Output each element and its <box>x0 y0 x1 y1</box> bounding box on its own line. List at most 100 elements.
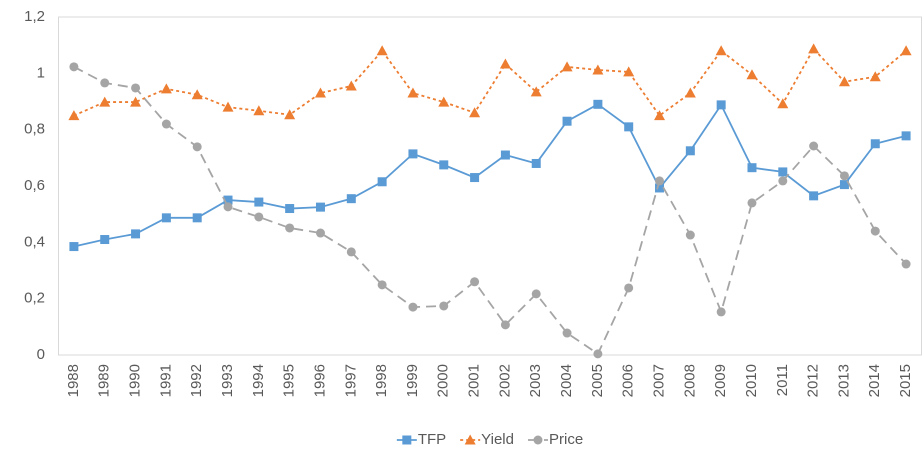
x-tick-label: 1995 <box>281 364 298 397</box>
x-tick-label: 2008 <box>681 364 698 397</box>
data-point <box>222 101 234 112</box>
data-point <box>746 69 758 80</box>
x-tick-label: 1998 <box>373 364 390 397</box>
data-point <box>439 301 449 311</box>
x-tick-label: 1997 <box>342 364 359 397</box>
data-point <box>439 160 449 170</box>
data-point <box>223 202 233 212</box>
data-point <box>192 142 202 152</box>
y-tick-label: 0 <box>37 346 45 363</box>
data-point <box>131 229 141 239</box>
data-point <box>345 80 357 91</box>
series-line <box>73 103 907 248</box>
x-tick-label: 1999 <box>404 364 421 397</box>
data-point <box>869 71 881 82</box>
data-point <box>839 171 849 181</box>
x-tick-label: 1996 <box>311 364 328 397</box>
data-point <box>315 202 325 212</box>
data-point <box>100 235 110 245</box>
data-point <box>685 146 695 156</box>
data-point <box>685 230 695 240</box>
data-point <box>346 194 356 204</box>
legend-marker <box>533 435 543 445</box>
x-tick-label: 1988 <box>65 364 82 397</box>
data-point <box>778 167 788 177</box>
data-point <box>809 191 819 201</box>
data-point <box>778 176 788 186</box>
data-point <box>530 86 542 97</box>
data-point <box>161 213 171 223</box>
data-point <box>376 45 388 56</box>
data-point <box>838 76 850 87</box>
x-tick-label: 2011 <box>774 364 791 396</box>
x-tick-label: 2012 <box>805 364 822 397</box>
data-point <box>346 247 356 257</box>
data-point <box>99 96 111 107</box>
data-point <box>100 78 110 88</box>
y-tick-label: 1 <box>37 64 45 81</box>
data-point <box>408 302 418 312</box>
data-point <box>377 177 387 187</box>
data-point <box>469 107 481 118</box>
x-tick-label: 1992 <box>188 364 205 397</box>
data-point <box>716 307 726 317</box>
data-point <box>284 109 296 120</box>
x-tick-label: 2015 <box>897 364 914 397</box>
x-tick-label: 2004 <box>558 364 575 397</box>
data-point <box>655 183 665 193</box>
data-point <box>870 226 880 236</box>
data-point <box>315 228 325 238</box>
data-point <box>470 173 480 183</box>
x-tick-label: 2014 <box>866 364 883 397</box>
data-point <box>192 213 202 223</box>
data-point <box>901 259 911 269</box>
data-point <box>562 328 572 338</box>
data-point <box>314 87 326 98</box>
data-point <box>68 110 80 121</box>
data-point <box>900 45 912 56</box>
plot-frame <box>58 16 922 356</box>
data-point <box>161 119 171 129</box>
data-point <box>808 43 820 54</box>
x-tick-label: 1990 <box>127 364 144 397</box>
data-point <box>593 99 603 109</box>
data-point <box>130 96 142 107</box>
data-point <box>901 131 911 141</box>
data-point <box>253 105 265 116</box>
data-point <box>623 66 635 77</box>
data-point <box>285 223 295 233</box>
data-point <box>809 141 819 151</box>
legend-item: Yield <box>460 431 514 448</box>
data-point <box>654 110 666 121</box>
data-point <box>684 87 696 98</box>
y-tick-label: 1,2 <box>24 8 45 25</box>
legend-label: Yield <box>481 431 514 448</box>
x-tick-label: 2009 <box>712 364 729 397</box>
data-point <box>408 149 418 159</box>
data-point <box>131 83 141 93</box>
data-point <box>254 197 264 207</box>
legend-marker <box>464 434 476 445</box>
data-point <box>223 195 233 205</box>
y-tick-label: 0,8 <box>24 121 45 138</box>
y-tick-label: 0,6 <box>24 177 45 194</box>
series-line <box>73 66 907 356</box>
data-point <box>561 61 573 72</box>
x-tick-label: 2002 <box>496 364 513 397</box>
x-tick-label: 1994 <box>250 364 267 397</box>
data-point <box>377 280 387 290</box>
series-line <box>73 47 907 117</box>
data-point <box>285 204 295 214</box>
data-point <box>655 176 665 186</box>
x-tick-label: 1991 <box>157 364 174 397</box>
data-point <box>747 198 757 208</box>
data-point <box>624 122 634 132</box>
x-tick-label: 1989 <box>96 364 113 397</box>
legend-item: Price <box>527 431 583 448</box>
data-point <box>716 100 726 110</box>
data-point <box>69 62 79 72</box>
x-tick-label: 1993 <box>219 364 236 397</box>
x-tick-label: 2003 <box>527 364 544 397</box>
data-point <box>160 83 172 94</box>
